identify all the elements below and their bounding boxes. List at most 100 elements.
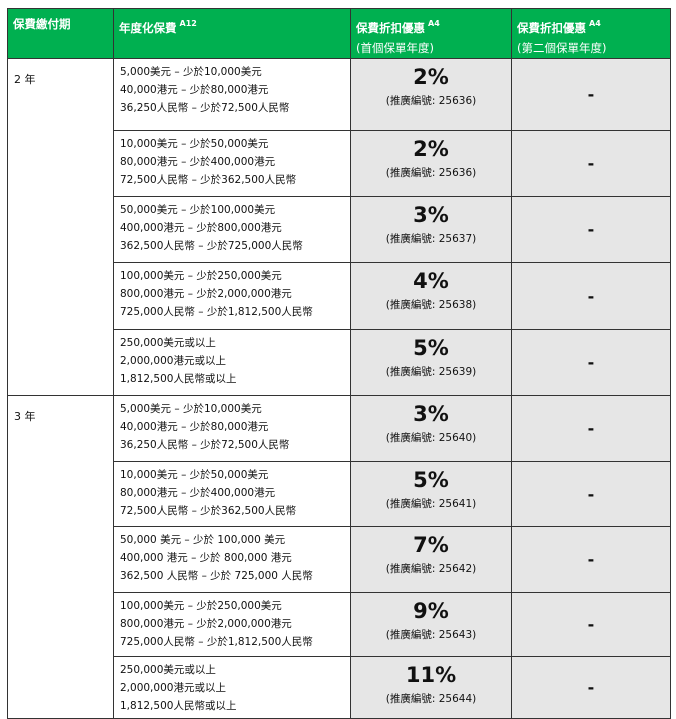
premium-range: 40,000港元 – 少於80,000港元 xyxy=(120,84,269,96)
premium-cell: 50,000美元 – 少於100,000美元 400,000港元 – 少於800,… xyxy=(113,196,351,263)
first-year-discount-cell: 4% (推廣編號: 25638) xyxy=(350,262,512,330)
first-year-discount-cell: 11% (推廣編號: 25644) xyxy=(350,656,512,719)
second-year-discount-cell: - xyxy=(511,526,671,593)
table-row: 3 年 5,000美元 – 少於10,000美元 40,000港元 – 少於80,0… xyxy=(7,395,671,719)
promo-code: (推廣編號: 25642) xyxy=(385,563,477,575)
premium-cell: 10,000美元 – 少於50,000美元 80,000港元 – 少於400,00… xyxy=(113,461,351,527)
discount-percent: 2% xyxy=(413,65,449,89)
premium-range: 1,812,500人民幣或以上 xyxy=(120,700,237,712)
promo-code: (推廣編號: 25639) xyxy=(385,366,477,378)
header-label: 保費折扣優惠 xyxy=(356,21,425,35)
header-annual-premium: 年度化保費 A12 xyxy=(113,8,351,59)
table-row: 100,000美元 – 少於250,000美元 800,000港元 – 少於2,0… xyxy=(8,262,671,330)
premium-cell: 100,000美元 – 少於250,000美元 800,000港元 – 少於2,0… xyxy=(113,592,351,657)
premium-range: 2,000,000港元或以上 xyxy=(120,682,226,694)
header-label: 保費繳付期 xyxy=(13,17,71,31)
second-year-discount: - xyxy=(587,353,595,372)
premium-range: 362,500 人民幣 – 少於 725,000 人民幣 xyxy=(120,570,313,582)
premium-range: 40,000港元 – 少於80,000港元 xyxy=(120,421,269,433)
second-year-discount: - xyxy=(587,220,595,239)
premium-range: 1,812,500人民幣或以上 xyxy=(120,373,237,385)
promo-code: (推廣編號: 25638) xyxy=(385,299,477,311)
promo-code: (推廣編號: 25636) xyxy=(385,167,477,179)
header-sublabel: (第二個保單年度) xyxy=(517,41,607,55)
table-row: 2 年 5,000美元 – 少於10,000美元 40,000港元 – 少於80,0… xyxy=(7,58,671,396)
first-year-discount-cell: 9% (推廣編號: 25643) xyxy=(350,592,512,657)
second-year-discount: - xyxy=(587,154,595,173)
header-first-year-discount: 保費折扣優惠 A4 (首個保單年度) xyxy=(350,8,512,59)
discount-percent: 5% xyxy=(413,336,449,360)
discount-percent: 2% xyxy=(413,137,449,161)
table-row: 10,000美元 – 少於50,000美元 80,000港元 – 少於400,00… xyxy=(8,130,671,197)
second-year-discount-cell: - xyxy=(511,58,671,131)
premium-range: 400,000港元 – 少於800,000港元 xyxy=(120,222,282,234)
header-second-year-discount: 保費折扣優惠 A4 (第二個保單年度) xyxy=(511,8,671,59)
premium-cell: 100,000美元 – 少於250,000美元 800,000港元 – 少於2,0… xyxy=(113,262,351,330)
promo-code: (推廣編號: 25640) xyxy=(385,432,477,444)
second-year-discount: - xyxy=(587,419,595,438)
premium-range: 10,000美元 – 少於50,000美元 xyxy=(120,469,269,481)
premium-cell: 250,000美元或以上 2,000,000港元或以上 1,812,500人民幣或以… xyxy=(113,656,351,719)
table-row: 50,000 美元 – 少於 100,000 美元 400,000 港元 – 少於… xyxy=(8,526,671,593)
premium-range: 725,000人民幣 – 少於1,812,500人民幣 xyxy=(120,636,313,648)
discount-table: 保費繳付期 年度化保費 A12 保費折扣優惠 A4 (首個保單年度) 保費折扣優惠 A4… xyxy=(7,8,671,719)
premium-range: 400,000 港元 – 少於 800,000 港元 xyxy=(120,552,292,564)
second-year-discount-cell: - xyxy=(511,592,671,657)
table-row: 50,000美元 – 少於100,000美元 400,000港元 – 少於800,… xyxy=(8,196,671,263)
premium-range: 36,250人民幣 – 少於72,500人民幣 xyxy=(120,439,290,451)
premium-range: 100,000美元 – 少於250,000美元 xyxy=(120,600,282,612)
footnote-ref: A4 xyxy=(428,19,440,28)
second-year-discount-cell: - xyxy=(511,395,671,462)
table-row: 250,000美元或以上 2,000,000港元或以上 1,812,500人民幣或以… xyxy=(8,329,671,396)
promo-code: (推廣編號: 25641) xyxy=(385,498,477,510)
second-year-discount: - xyxy=(587,678,595,697)
discount-percent: 11% xyxy=(405,663,457,687)
first-year-discount-cell: 3% (推廣編號: 25637) xyxy=(350,196,512,263)
header-label: 年度化保費 xyxy=(119,21,177,35)
premium-range: 725,000人民幣 – 少於1,812,500人民幣 xyxy=(120,306,313,318)
table-row: 100,000美元 – 少於250,000美元 800,000港元 – 少於2,0… xyxy=(8,592,671,657)
premium-cell: 50,000 美元 – 少於 100,000 美元 400,000 港元 – 少於… xyxy=(113,526,351,593)
promo-code: (推廣編號: 25644) xyxy=(385,693,477,705)
footnote-ref: A12 xyxy=(179,19,197,28)
discount-percent: 7% xyxy=(413,533,449,557)
first-year-discount-cell: 5% (推廣編號: 25641) xyxy=(350,461,512,527)
premium-range: 10,000美元 – 少於50,000美元 xyxy=(120,138,269,150)
premium-range: 800,000港元 – 少於2,000,000港元 xyxy=(120,288,292,300)
premium-range: 72,500人民幣 – 少於362,500人民幣 xyxy=(120,174,297,186)
first-year-discount-cell: 3% (推廣編號: 25640) xyxy=(350,395,512,462)
promo-code: (推廣編號: 25636) xyxy=(385,95,477,107)
premium-cell: 5,000美元 – 少於10,000美元 40,000港元 – 少於80,000港… xyxy=(113,58,351,131)
table-row: 250,000美元或以上 2,000,000港元或以上 1,812,500人民幣或以… xyxy=(8,656,671,719)
first-year-discount-cell: 5% (推廣編號: 25639) xyxy=(350,329,512,396)
premium-range: 5,000美元 – 少於10,000美元 xyxy=(120,403,262,415)
premium-range: 100,000美元 – 少於250,000美元 xyxy=(120,270,282,282)
second-year-discount: - xyxy=(587,615,595,634)
second-year-discount-cell: - xyxy=(511,461,671,527)
second-year-discount-cell: - xyxy=(511,130,671,197)
second-year-discount: - xyxy=(587,85,595,104)
discount-percent: 3% xyxy=(413,203,449,227)
promo-code: (推廣編號: 25637) xyxy=(385,233,477,245)
header-payment-term: 保費繳付期 xyxy=(7,8,114,59)
premium-range: 36,250人民幣 – 少於72,500人民幣 xyxy=(120,102,290,114)
payment-term: 2 年 xyxy=(14,73,36,86)
header-sublabel: (首個保單年度) xyxy=(356,41,434,55)
discount-percent: 9% xyxy=(413,599,449,623)
premium-range: 800,000港元 – 少於2,000,000港元 xyxy=(120,618,292,630)
premium-range: 5,000美元 – 少於10,000美元 xyxy=(120,66,262,78)
premium-range: 2,000,000港元或以上 xyxy=(120,355,226,367)
second-year-discount-cell: - xyxy=(511,262,671,330)
header-label: 保費折扣優惠 xyxy=(517,21,586,35)
premium-range: 80,000港元 – 少於400,000港元 xyxy=(120,487,276,499)
table-row: 10,000美元 – 少於50,000美元 80,000港元 – 少於400,00… xyxy=(8,461,671,527)
discount-percent: 5% xyxy=(413,468,449,492)
second-year-discount-cell: - xyxy=(511,656,671,719)
second-year-discount: - xyxy=(587,286,595,306)
second-year-discount: - xyxy=(587,550,595,569)
payment-term-cell: 2 年 xyxy=(7,58,114,396)
premium-cell: 5,000美元 – 少於10,000美元 40,000港元 – 少於80,000港… xyxy=(113,395,351,462)
footnote-ref: A4 xyxy=(589,19,601,28)
second-year-discount-cell: - xyxy=(511,329,671,396)
second-year-discount: - xyxy=(587,484,595,504)
